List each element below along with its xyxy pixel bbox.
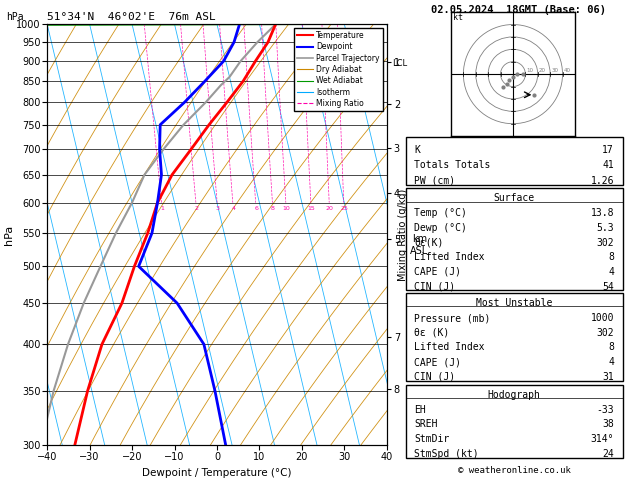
Text: 38: 38 xyxy=(603,419,614,429)
Text: K: K xyxy=(415,145,420,155)
Text: 51°34'N  46°02'E  76m ASL: 51°34'N 46°02'E 76m ASL xyxy=(47,12,216,22)
Text: 02.05.2024  18GMT (Base: 06): 02.05.2024 18GMT (Base: 06) xyxy=(431,5,606,15)
Text: Lifted Index: Lifted Index xyxy=(415,343,485,352)
Text: θε(K): θε(K) xyxy=(415,238,444,247)
Text: Most Unstable: Most Unstable xyxy=(476,298,552,308)
Text: CIN (J): CIN (J) xyxy=(415,281,455,292)
Bar xyxy=(406,137,623,185)
Text: 4: 4 xyxy=(231,206,235,211)
Y-axis label: hPa: hPa xyxy=(4,225,14,244)
Text: PW (cm): PW (cm) xyxy=(415,175,455,186)
Bar xyxy=(406,188,623,290)
Text: Surface: Surface xyxy=(494,193,535,203)
Text: hPa: hPa xyxy=(6,12,24,22)
Text: -33: -33 xyxy=(596,405,614,415)
Text: 1.26: 1.26 xyxy=(591,175,614,186)
Y-axis label: km
ASL: km ASL xyxy=(410,235,428,256)
Text: 302: 302 xyxy=(596,238,614,247)
Text: StmDir: StmDir xyxy=(415,434,450,444)
Text: 30: 30 xyxy=(552,68,559,72)
Text: Temp (°C): Temp (°C) xyxy=(415,208,467,218)
Text: θε (K): θε (K) xyxy=(415,328,450,338)
Text: 4: 4 xyxy=(608,357,614,367)
Text: 4: 4 xyxy=(608,267,614,277)
Text: StmSpd (kt): StmSpd (kt) xyxy=(415,449,479,459)
Text: Mixing Ratio (g/kg): Mixing Ratio (g/kg) xyxy=(398,189,408,280)
Text: CAPE (J): CAPE (J) xyxy=(415,267,462,277)
X-axis label: Dewpoint / Temperature (°C): Dewpoint / Temperature (°C) xyxy=(142,468,292,478)
Text: Hodograph: Hodograph xyxy=(487,390,541,399)
Bar xyxy=(406,293,623,382)
Text: LCL: LCL xyxy=(392,58,408,68)
Text: Lifted Index: Lifted Index xyxy=(415,252,485,262)
Text: EH: EH xyxy=(415,405,426,415)
Text: 54: 54 xyxy=(603,281,614,292)
Text: SREH: SREH xyxy=(415,419,438,429)
Text: 314°: 314° xyxy=(591,434,614,444)
Text: 24: 24 xyxy=(603,449,614,459)
Bar xyxy=(406,385,623,458)
Text: 6: 6 xyxy=(254,206,258,211)
Text: 8: 8 xyxy=(271,206,275,211)
Text: 40: 40 xyxy=(564,68,571,72)
Text: 1: 1 xyxy=(160,206,164,211)
Text: Pressure (mb): Pressure (mb) xyxy=(415,313,491,323)
Text: 31: 31 xyxy=(603,372,614,382)
Text: 8: 8 xyxy=(608,343,614,352)
Text: 1000: 1000 xyxy=(591,313,614,323)
Legend: Temperature, Dewpoint, Parcel Trajectory, Dry Adiabat, Wet Adiabat, Isotherm, Mi: Temperature, Dewpoint, Parcel Trajectory… xyxy=(294,28,383,111)
Text: 302: 302 xyxy=(596,328,614,338)
Text: 5.3: 5.3 xyxy=(596,223,614,233)
Text: 3: 3 xyxy=(216,206,220,211)
Text: 15: 15 xyxy=(308,206,315,211)
Text: Dewp (°C): Dewp (°C) xyxy=(415,223,467,233)
Text: 2: 2 xyxy=(194,206,198,211)
Text: © weatheronline.co.uk: © weatheronline.co.uk xyxy=(458,466,571,475)
Text: CIN (J): CIN (J) xyxy=(415,372,455,382)
Text: 25: 25 xyxy=(340,206,348,211)
Text: CAPE (J): CAPE (J) xyxy=(415,357,462,367)
Text: 13.8: 13.8 xyxy=(591,208,614,218)
Text: 8: 8 xyxy=(608,252,614,262)
Text: 10: 10 xyxy=(526,68,533,72)
Text: 20: 20 xyxy=(539,68,546,72)
Text: Totals Totals: Totals Totals xyxy=(415,160,491,171)
Text: 10: 10 xyxy=(282,206,290,211)
Text: 20: 20 xyxy=(326,206,333,211)
Text: 41: 41 xyxy=(603,160,614,171)
Text: 17: 17 xyxy=(603,145,614,155)
Text: kt: kt xyxy=(454,13,464,21)
